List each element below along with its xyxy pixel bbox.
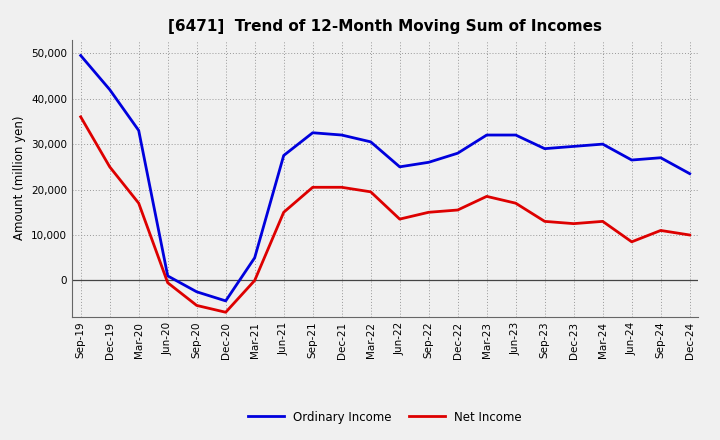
- Net Income: [598, 219, 607, 224]
- Net Income: [105, 164, 114, 169]
- Ordinary Income: [454, 150, 462, 156]
- Ordinary Income: [308, 130, 317, 136]
- Line: Ordinary Income: Ordinary Income: [81, 55, 690, 301]
- Net Income: [76, 114, 85, 120]
- Ordinary Income: [657, 155, 665, 161]
- Net Income: [424, 209, 433, 215]
- Ordinary Income: [251, 255, 259, 260]
- Ordinary Income: [163, 273, 172, 279]
- Title: [6471]  Trend of 12-Month Moving Sum of Incomes: [6471] Trend of 12-Month Moving Sum of I…: [168, 19, 602, 34]
- Y-axis label: Amount (million yen): Amount (million yen): [12, 116, 26, 240]
- Ordinary Income: [366, 139, 375, 144]
- Ordinary Income: [627, 158, 636, 163]
- Ordinary Income: [192, 289, 201, 294]
- Net Income: [251, 278, 259, 283]
- Ordinary Income: [482, 132, 491, 138]
- Net Income: [308, 185, 317, 190]
- Ordinary Income: [541, 146, 549, 151]
- Net Income: [192, 303, 201, 308]
- Ordinary Income: [76, 53, 85, 58]
- Ordinary Income: [598, 142, 607, 147]
- Net Income: [657, 228, 665, 233]
- Ordinary Income: [338, 132, 346, 138]
- Net Income: [366, 189, 375, 194]
- Ordinary Income: [135, 128, 143, 133]
- Net Income: [395, 216, 404, 222]
- Net Income: [627, 239, 636, 245]
- Ordinary Income: [511, 132, 520, 138]
- Net Income: [685, 232, 694, 238]
- Net Income: [482, 194, 491, 199]
- Legend: Ordinary Income, Net Income: Ordinary Income, Net Income: [243, 406, 527, 428]
- Net Income: [454, 207, 462, 213]
- Ordinary Income: [221, 298, 230, 304]
- Net Income: [338, 185, 346, 190]
- Ordinary Income: [424, 160, 433, 165]
- Net Income: [541, 219, 549, 224]
- Line: Net Income: Net Income: [81, 117, 690, 312]
- Net Income: [570, 221, 578, 226]
- Ordinary Income: [685, 171, 694, 176]
- Net Income: [135, 201, 143, 206]
- Net Income: [511, 201, 520, 206]
- Ordinary Income: [570, 144, 578, 149]
- Net Income: [221, 310, 230, 315]
- Ordinary Income: [279, 153, 288, 158]
- Ordinary Income: [105, 87, 114, 92]
- Net Income: [279, 209, 288, 215]
- Net Income: [163, 280, 172, 286]
- Ordinary Income: [395, 164, 404, 169]
